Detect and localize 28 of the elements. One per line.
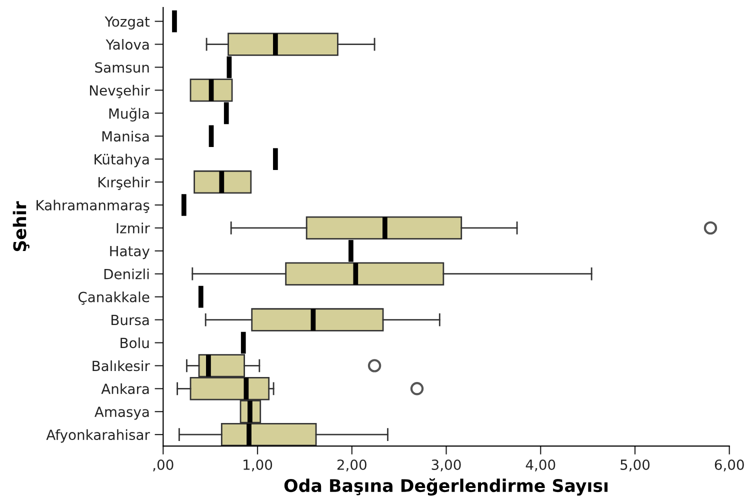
y-tick-label: Denizli (104, 268, 149, 280)
y-tick-label: Kırşehir (98, 176, 150, 190)
x-tick-label: 1,00 (244, 459, 272, 472)
y-axis-title: Şehir (12, 201, 30, 252)
x-tick-label: 2,00 (337, 459, 366, 472)
y-tick-label: Bursa (112, 314, 149, 326)
x-tick-label: 6,00 (714, 459, 744, 472)
y-tick-label: Kütahya (94, 154, 149, 168)
x-axis-title: Oda Başına Değerlendirme Sayısı (284, 478, 608, 496)
x-tick-label: 5,00 (620, 459, 650, 472)
x-tick-label: 3,00 (432, 459, 461, 472)
x-tick-label: 4,00 (526, 459, 556, 472)
y-tick-label: Manisa (102, 130, 149, 142)
y-tick-label: Samsun (95, 62, 149, 73)
y-tick-label: Çanakkale (78, 292, 150, 305)
y-tick-label: Amasya (94, 406, 149, 420)
y-tick-label: Kahramanmaraş (36, 200, 150, 213)
y-tick-label: Yalova (106, 39, 149, 50)
y-tick-label: Bolu (120, 337, 149, 348)
x-tick-label: ,00 (153, 459, 174, 472)
y-tick-label: Izmir (116, 222, 150, 234)
y-tick-label: Hatay (110, 246, 150, 260)
y-tick-label: Nevşehir (90, 84, 150, 98)
y-tick-label: Afyonkarahisar (46, 429, 150, 443)
y-tick-label: Ankara (101, 383, 149, 394)
y-tick-label: Yozgat (104, 16, 150, 30)
y-tick-label: Muğla (109, 108, 149, 122)
y-tick-label: Balıkesir (92, 360, 150, 372)
